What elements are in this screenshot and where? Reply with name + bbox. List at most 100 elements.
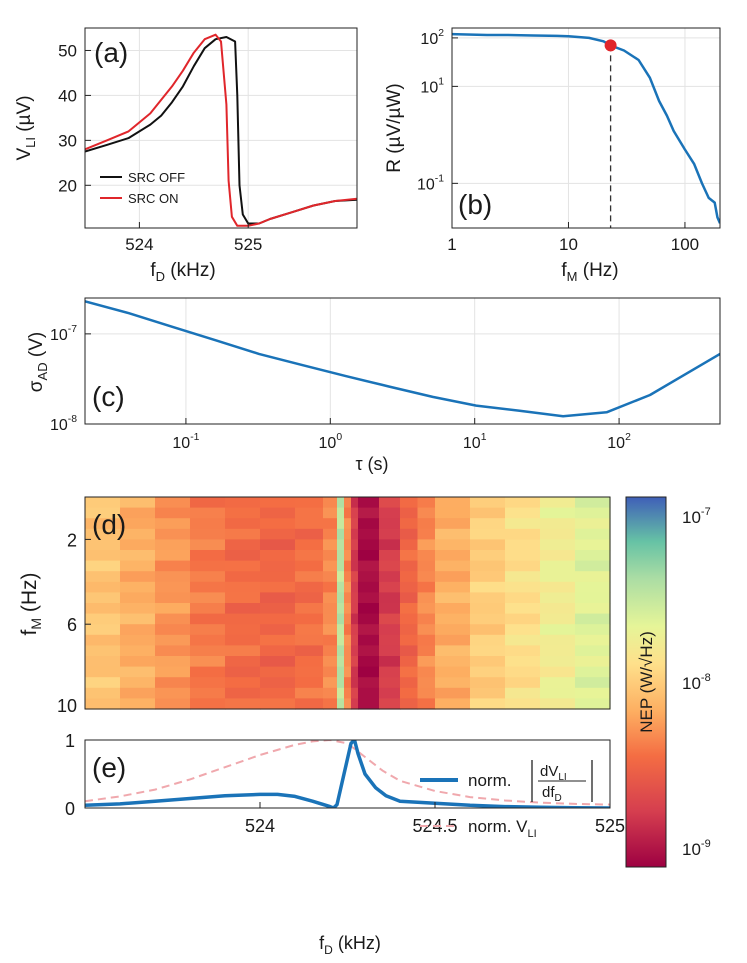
legend-derivative-den: dfD xyxy=(542,784,562,804)
heatmap-cell xyxy=(323,528,338,540)
panel-c: 10-1 100 101 102 10-8 10-7 (c) τ (s) σAD (V) xyxy=(26,297,721,474)
heatmap-cell xyxy=(260,507,296,519)
heatmap-cell xyxy=(435,581,471,593)
heatmap-cell xyxy=(379,592,401,604)
panel-c-ticks: 10-1 100 101 102 10-8 10-7 xyxy=(50,324,631,452)
heatmap-cell xyxy=(470,613,506,625)
panel-d-letter: (d) xyxy=(92,509,126,540)
heatmap-cell xyxy=(575,624,611,636)
heatmap-cell xyxy=(190,634,226,646)
heatmap-cell xyxy=(295,624,324,636)
heatmap-cell xyxy=(190,645,226,657)
heatmap-cell xyxy=(417,497,436,509)
heatmap-cell xyxy=(505,634,541,646)
heatmap-cell xyxy=(120,624,156,636)
heatmap-cell xyxy=(155,528,191,540)
heatmap-cell xyxy=(435,518,471,530)
heatmap-cell xyxy=(337,539,345,551)
heatmap-cell xyxy=(435,528,471,540)
panel-c-ylabel: σAD (V) xyxy=(26,332,50,392)
heatmap-cell xyxy=(540,624,576,636)
heatmap-cell xyxy=(470,581,506,593)
heatmap-cell xyxy=(190,497,226,509)
heatmap-cell xyxy=(351,528,359,540)
heatmap-cell xyxy=(260,518,296,530)
heatmap-cell xyxy=(155,507,191,519)
heatmap-cell xyxy=(400,698,419,710)
heatmap-cell xyxy=(85,603,121,615)
heatmap-cell xyxy=(358,518,380,530)
heatmap-cell xyxy=(155,550,191,562)
heatmap-cell xyxy=(260,571,296,583)
heatmap-cell xyxy=(540,666,576,678)
heatmap-cell xyxy=(344,666,352,678)
legend-vli-label: norm. VLI xyxy=(468,817,537,840)
heatmap-cell xyxy=(417,613,436,625)
heatmap-cell xyxy=(417,581,436,593)
heatmap-cell xyxy=(85,624,121,636)
heatmap-cell xyxy=(225,518,261,530)
heatmap-cell xyxy=(358,624,380,636)
heatmap-cell xyxy=(225,687,261,699)
heatmap-cell xyxy=(400,550,419,562)
heatmap-cell xyxy=(225,634,261,646)
heatmap-cell xyxy=(435,497,471,509)
heatmap-cell xyxy=(295,581,324,593)
heatmap-cell xyxy=(260,497,296,509)
heatmap-cell xyxy=(379,518,401,530)
panel-a-letter: (a) xyxy=(94,37,128,68)
heatmap-cell xyxy=(155,497,191,509)
heatmap-cell xyxy=(85,560,121,572)
heatmap-cell xyxy=(505,528,541,540)
heatmap-cell xyxy=(400,613,419,625)
heatmap-cell xyxy=(400,666,419,678)
heatmap-cell xyxy=(351,518,359,530)
heatmap-cell xyxy=(400,571,419,583)
heatmap-cell xyxy=(435,677,471,689)
panel-c-frame xyxy=(84,297,721,425)
panel-b-ytick-label: 10-1 xyxy=(417,173,444,193)
heatmap-cell xyxy=(260,539,296,551)
heatmap-cell xyxy=(337,634,345,646)
heatmap-cell xyxy=(379,550,401,562)
heatmap-cell xyxy=(225,603,261,615)
heatmap-cell xyxy=(120,656,156,668)
heatmap-cell xyxy=(190,656,226,668)
heatmap-cell xyxy=(190,518,226,530)
series-responsivity xyxy=(452,32,720,224)
heatmap-cell xyxy=(540,560,576,572)
series-allan-deviation xyxy=(85,300,720,418)
colorbar-label: NEP (W/√Hz) xyxy=(637,631,656,733)
heatmap-cell xyxy=(295,603,324,615)
heatmap-cell xyxy=(351,550,359,562)
legend-src-off-label: SRC OFF xyxy=(128,170,185,185)
heatmap-cell xyxy=(540,613,576,625)
heatmap-cell xyxy=(400,539,419,551)
panel-b-xlabel: fM (Hz) xyxy=(561,260,618,284)
panel-c-xtick-label: 102 xyxy=(607,432,631,452)
heatmap-cell xyxy=(379,581,401,593)
heatmap-cell xyxy=(295,687,324,699)
panel-b-letter: (b) xyxy=(458,189,492,220)
heatmap-cell xyxy=(295,497,324,509)
heatmap-cell xyxy=(323,645,338,657)
heatmap-cell xyxy=(295,560,324,572)
panel-b-xtick-label: 100 xyxy=(671,235,699,254)
heatmap-cell xyxy=(470,656,506,668)
heatmap-cell xyxy=(417,677,436,689)
heatmap-cell xyxy=(295,698,324,710)
heatmap-cell xyxy=(260,592,296,604)
heatmap-cell xyxy=(155,592,191,604)
heatmap-cell xyxy=(505,624,541,636)
panel-c-xtick-label: 10-1 xyxy=(172,432,199,452)
heatmap-cell xyxy=(225,539,261,551)
heatmap-cell xyxy=(435,571,471,583)
heatmap-cell xyxy=(470,592,506,604)
heatmap-cell xyxy=(85,550,121,562)
heatmap-cell xyxy=(155,687,191,699)
heatmap-cell xyxy=(120,603,156,615)
heatmap-cell xyxy=(337,592,345,604)
panel-a-ytick-label: 50 xyxy=(58,41,77,60)
heatmap-cell xyxy=(155,677,191,689)
